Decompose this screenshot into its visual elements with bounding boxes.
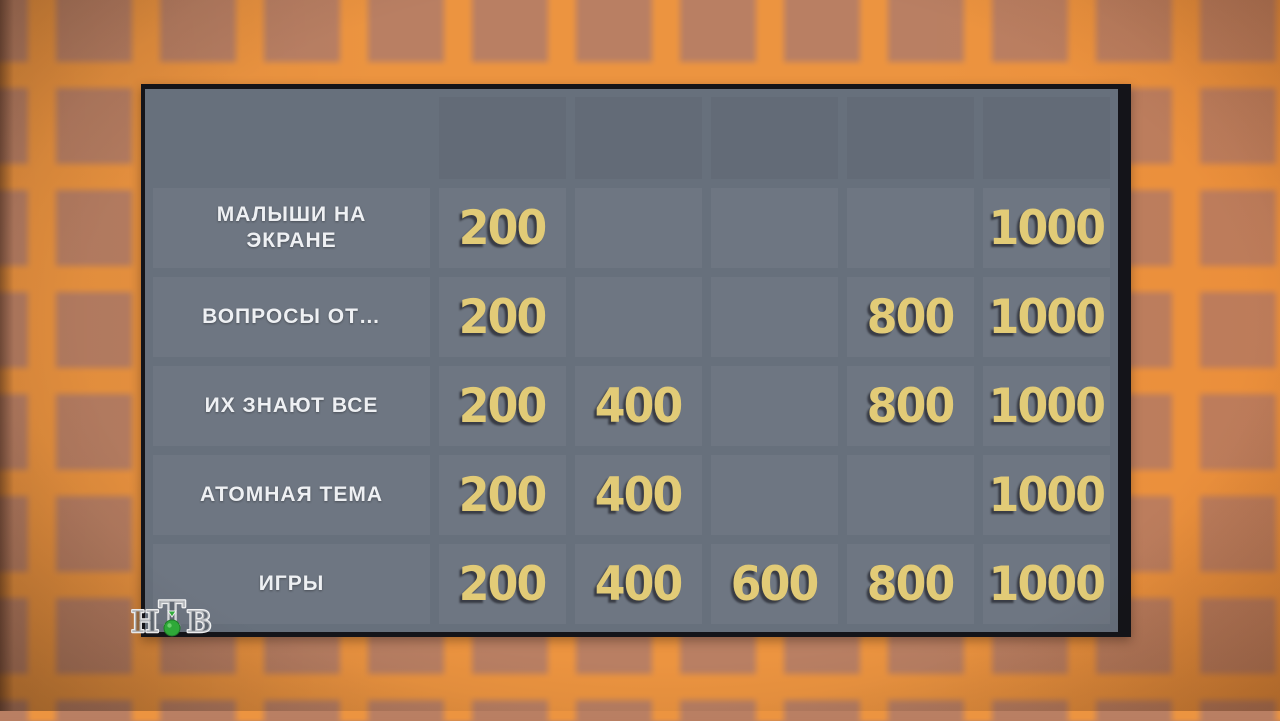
value-cell[interactable] bbox=[711, 366, 838, 446]
value-cell[interactable]: 200 bbox=[439, 188, 566, 268]
value-cell[interactable] bbox=[711, 188, 838, 268]
value-cell[interactable]: 1000 bbox=[983, 455, 1110, 535]
value-cell[interactable] bbox=[847, 188, 974, 268]
header-cell bbox=[575, 97, 702, 179]
value-cell[interactable]: 400 bbox=[575, 455, 702, 535]
value-cell[interactable] bbox=[711, 277, 838, 357]
category-cell: ИХ ЗНАЮТ ВСЕ bbox=[153, 366, 430, 446]
value-cell[interactable] bbox=[847, 455, 974, 535]
value-cell[interactable] bbox=[711, 455, 838, 535]
category-label: ВОПРОСЫ ОТ… bbox=[202, 304, 381, 328]
category-cell: МАЛЫШИ НА ЭКРАНЕ bbox=[153, 188, 430, 268]
value-cell[interactable]: 200 bbox=[439, 455, 566, 535]
value-cell[interactable] bbox=[575, 188, 702, 268]
value-cell[interactable]: 800 bbox=[847, 277, 974, 357]
game-board: МАЛЫШИ НА ЭКРАНЕ 200 1000 ВОПРОСЫ ОТ… 20… bbox=[141, 84, 1131, 637]
category-label: АТОМНАЯ ТЕМА bbox=[199, 482, 383, 506]
value-cell[interactable]: 600 bbox=[711, 544, 838, 624]
value-cell[interactable]: 800 bbox=[847, 544, 974, 624]
header-cell-category bbox=[153, 97, 430, 179]
category-label: МАЛЫШИ НА ЭКРАНЕ bbox=[216, 202, 367, 252]
category-cell: АТОМНАЯ ТЕМА bbox=[153, 455, 430, 535]
category-label: ИГРЫ bbox=[258, 571, 325, 595]
header-cell bbox=[847, 97, 974, 179]
header-cell bbox=[983, 97, 1110, 179]
category-cell: ИГРЫ bbox=[153, 544, 430, 624]
value-cell[interactable]: 200 bbox=[439, 544, 566, 624]
category-cell: ВОПРОСЫ ОТ… bbox=[153, 277, 430, 357]
svg-text:В: В bbox=[186, 605, 211, 640]
value-cell[interactable]: 1000 bbox=[983, 544, 1110, 624]
header-cell bbox=[439, 97, 566, 179]
ntv-logo-icon: Н Т В bbox=[130, 593, 213, 641]
value-cell[interactable] bbox=[575, 277, 702, 357]
svg-text:Н: Н bbox=[131, 605, 159, 640]
value-cell[interactable]: 200 bbox=[439, 277, 566, 357]
category-label: ИХ ЗНАЮТ ВСЕ bbox=[204, 393, 379, 417]
board-grid: МАЛЫШИ НА ЭКРАНЕ 200 1000 ВОПРОСЫ ОТ… 20… bbox=[145, 89, 1118, 632]
header-cell bbox=[711, 97, 838, 179]
value-cell[interactable]: 1000 bbox=[983, 277, 1110, 357]
value-cell[interactable]: 400 bbox=[575, 544, 702, 624]
value-cell[interactable]: 800 bbox=[847, 366, 974, 446]
value-cell[interactable]: 200 bbox=[439, 366, 566, 446]
value-cell[interactable]: 1000 bbox=[983, 366, 1110, 446]
value-cell[interactable]: 400 bbox=[575, 366, 702, 446]
value-cell[interactable]: 1000 bbox=[983, 188, 1110, 268]
